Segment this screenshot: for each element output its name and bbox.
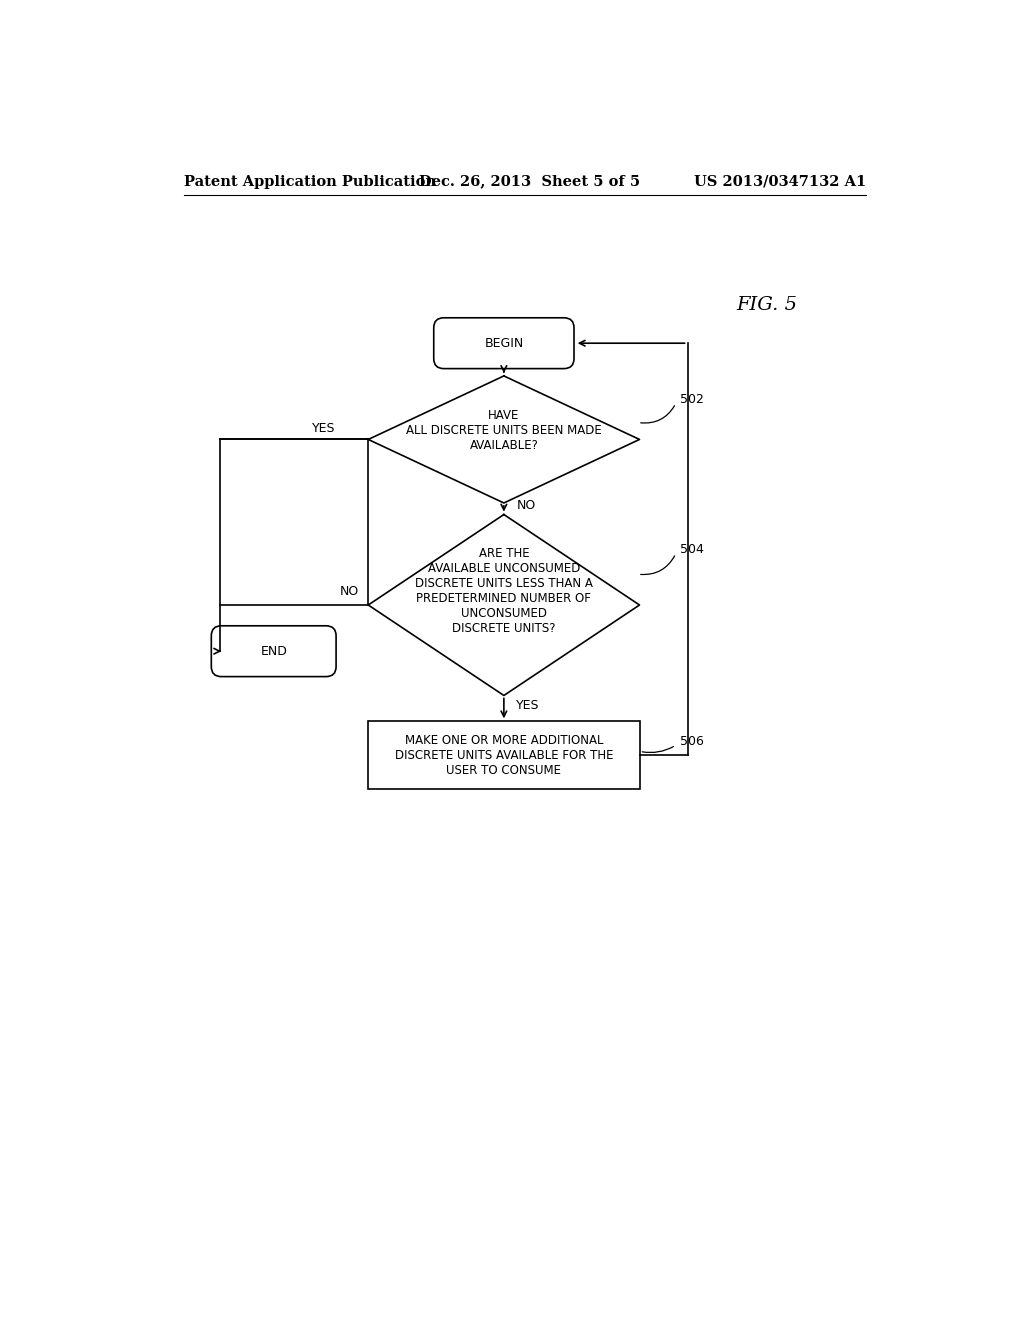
Text: US 2013/0347132 A1: US 2013/0347132 A1	[693, 174, 866, 189]
Text: MAKE ONE OR MORE ADDITIONAL
DISCRETE UNITS AVAILABLE FOR THE
USER TO CONSUME: MAKE ONE OR MORE ADDITIONAL DISCRETE UNI…	[394, 734, 613, 776]
Text: NO: NO	[516, 499, 536, 512]
Text: 504: 504	[680, 543, 703, 556]
Text: Patent Application Publication: Patent Application Publication	[183, 174, 436, 189]
FancyBboxPatch shape	[434, 318, 574, 368]
Text: YES: YES	[516, 698, 540, 711]
Text: ARE THE
AVAILABLE UNCONSUMED
DISCRETE UNITS LESS THAN A
PREDETERMINED NUMBER OF
: ARE THE AVAILABLE UNCONSUMED DISCRETE UN…	[415, 548, 593, 635]
Text: HAVE
ALL DISCRETE UNITS BEEN MADE
AVAILABLE?: HAVE ALL DISCRETE UNITS BEEN MADE AVAILA…	[406, 409, 602, 451]
Text: Dec. 26, 2013  Sheet 5 of 5: Dec. 26, 2013 Sheet 5 of 5	[419, 174, 640, 189]
Text: FIG. 5: FIG. 5	[736, 296, 798, 314]
Text: 506: 506	[680, 735, 703, 748]
Text: END: END	[260, 644, 287, 657]
Text: 502: 502	[680, 393, 703, 407]
Bar	[369, 721, 640, 789]
Text: BEGIN: BEGIN	[484, 337, 523, 350]
FancyBboxPatch shape	[211, 626, 336, 677]
Text: NO: NO	[340, 585, 359, 598]
Text: YES: YES	[312, 422, 336, 436]
